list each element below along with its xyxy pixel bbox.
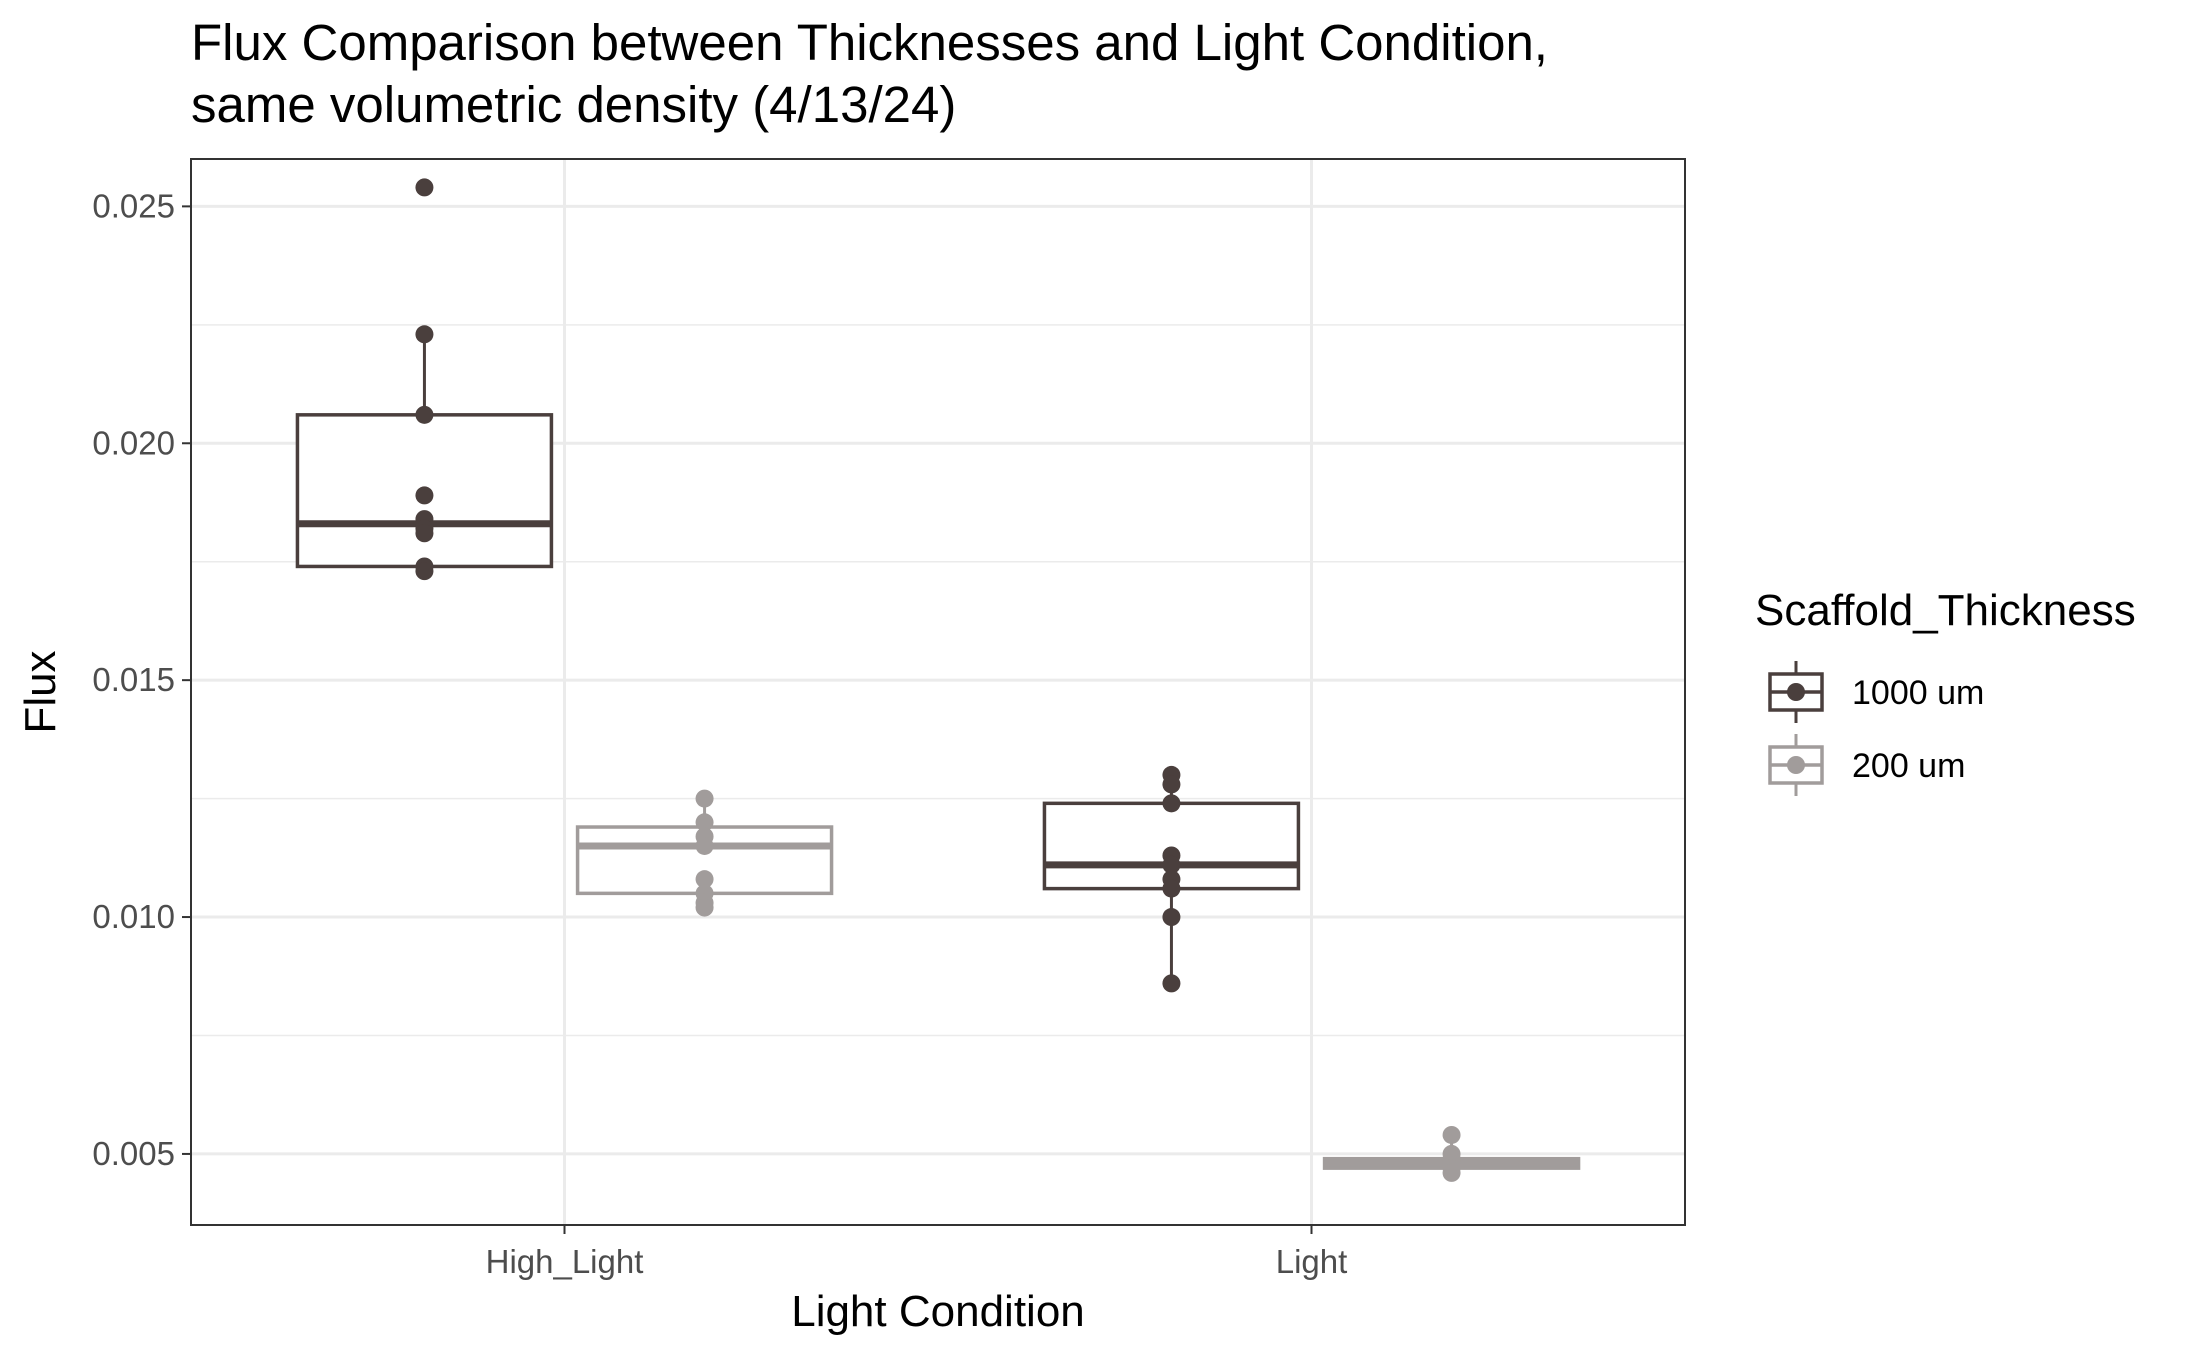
- box-200um-High_Light: [575, 789, 834, 917]
- data-point: [695, 789, 714, 808]
- data-point: [1162, 908, 1181, 927]
- legend: 1000 um 200 um: [1768, 661, 1984, 796]
- y-tick-label: 0.015: [92, 661, 175, 698]
- x-axis-title: Light Condition: [791, 1287, 1085, 1336]
- data-point: [415, 405, 434, 424]
- data-point: [415, 325, 434, 344]
- x-axis-ticks: High_Light Light: [486, 1225, 1348, 1280]
- data-point: [695, 836, 714, 855]
- data-point: [415, 486, 434, 505]
- box-1000um-High_Light: [295, 178, 554, 581]
- y-tick-label: 0.010: [92, 898, 175, 935]
- data-point: [1442, 1125, 1461, 1144]
- data-point: [415, 562, 434, 581]
- data-point: [415, 524, 434, 543]
- legend-key-point: [1787, 683, 1805, 701]
- chart-title-line-2: same volumetric density (4/13/24): [191, 76, 956, 133]
- legend-item: 200 um: [1768, 734, 1965, 796]
- data-point: [695, 870, 714, 889]
- data-point: [695, 898, 714, 917]
- y-tick-label: 0.005: [92, 1135, 175, 1172]
- y-axis-title: Flux: [16, 650, 65, 733]
- y-axis-ticks: 0.005 0.010 0.015 0.020 0.025: [92, 187, 191, 1172]
- box-1000um-Light: [1042, 765, 1301, 993]
- data-point: [1162, 974, 1181, 993]
- plot-background: [191, 159, 1685, 1225]
- data-point: [415, 178, 434, 197]
- y-tick-label: 0.025: [92, 187, 175, 224]
- legend-item: 1000 um: [1768, 661, 1984, 723]
- legend-title: Scaffold_Thickness: [1755, 586, 2136, 635]
- data-point: [1162, 879, 1181, 898]
- data-point: [1442, 1163, 1461, 1182]
- plot-panel-border: [190, 158, 1686, 1226]
- legend-key-point: [1787, 756, 1805, 774]
- data-point: [1162, 775, 1181, 794]
- chart-title-line-1: Flux Comparison between Thicknesses and …: [191, 14, 1548, 71]
- box-series: [295, 178, 1581, 1182]
- box-200um-Light: [1322, 1125, 1581, 1182]
- x-tick-label: Light: [1276, 1243, 1348, 1280]
- legend-label: 1000 um: [1852, 674, 1984, 712]
- x-tick-label: High_Light: [486, 1243, 644, 1280]
- data-point: [1162, 855, 1181, 874]
- data-point: [1162, 794, 1181, 813]
- legend-label: 200 um: [1852, 747, 1965, 785]
- grid-major-lines: [191, 159, 1685, 1225]
- data-point: [695, 813, 714, 832]
- y-tick-label: 0.020: [92, 424, 175, 461]
